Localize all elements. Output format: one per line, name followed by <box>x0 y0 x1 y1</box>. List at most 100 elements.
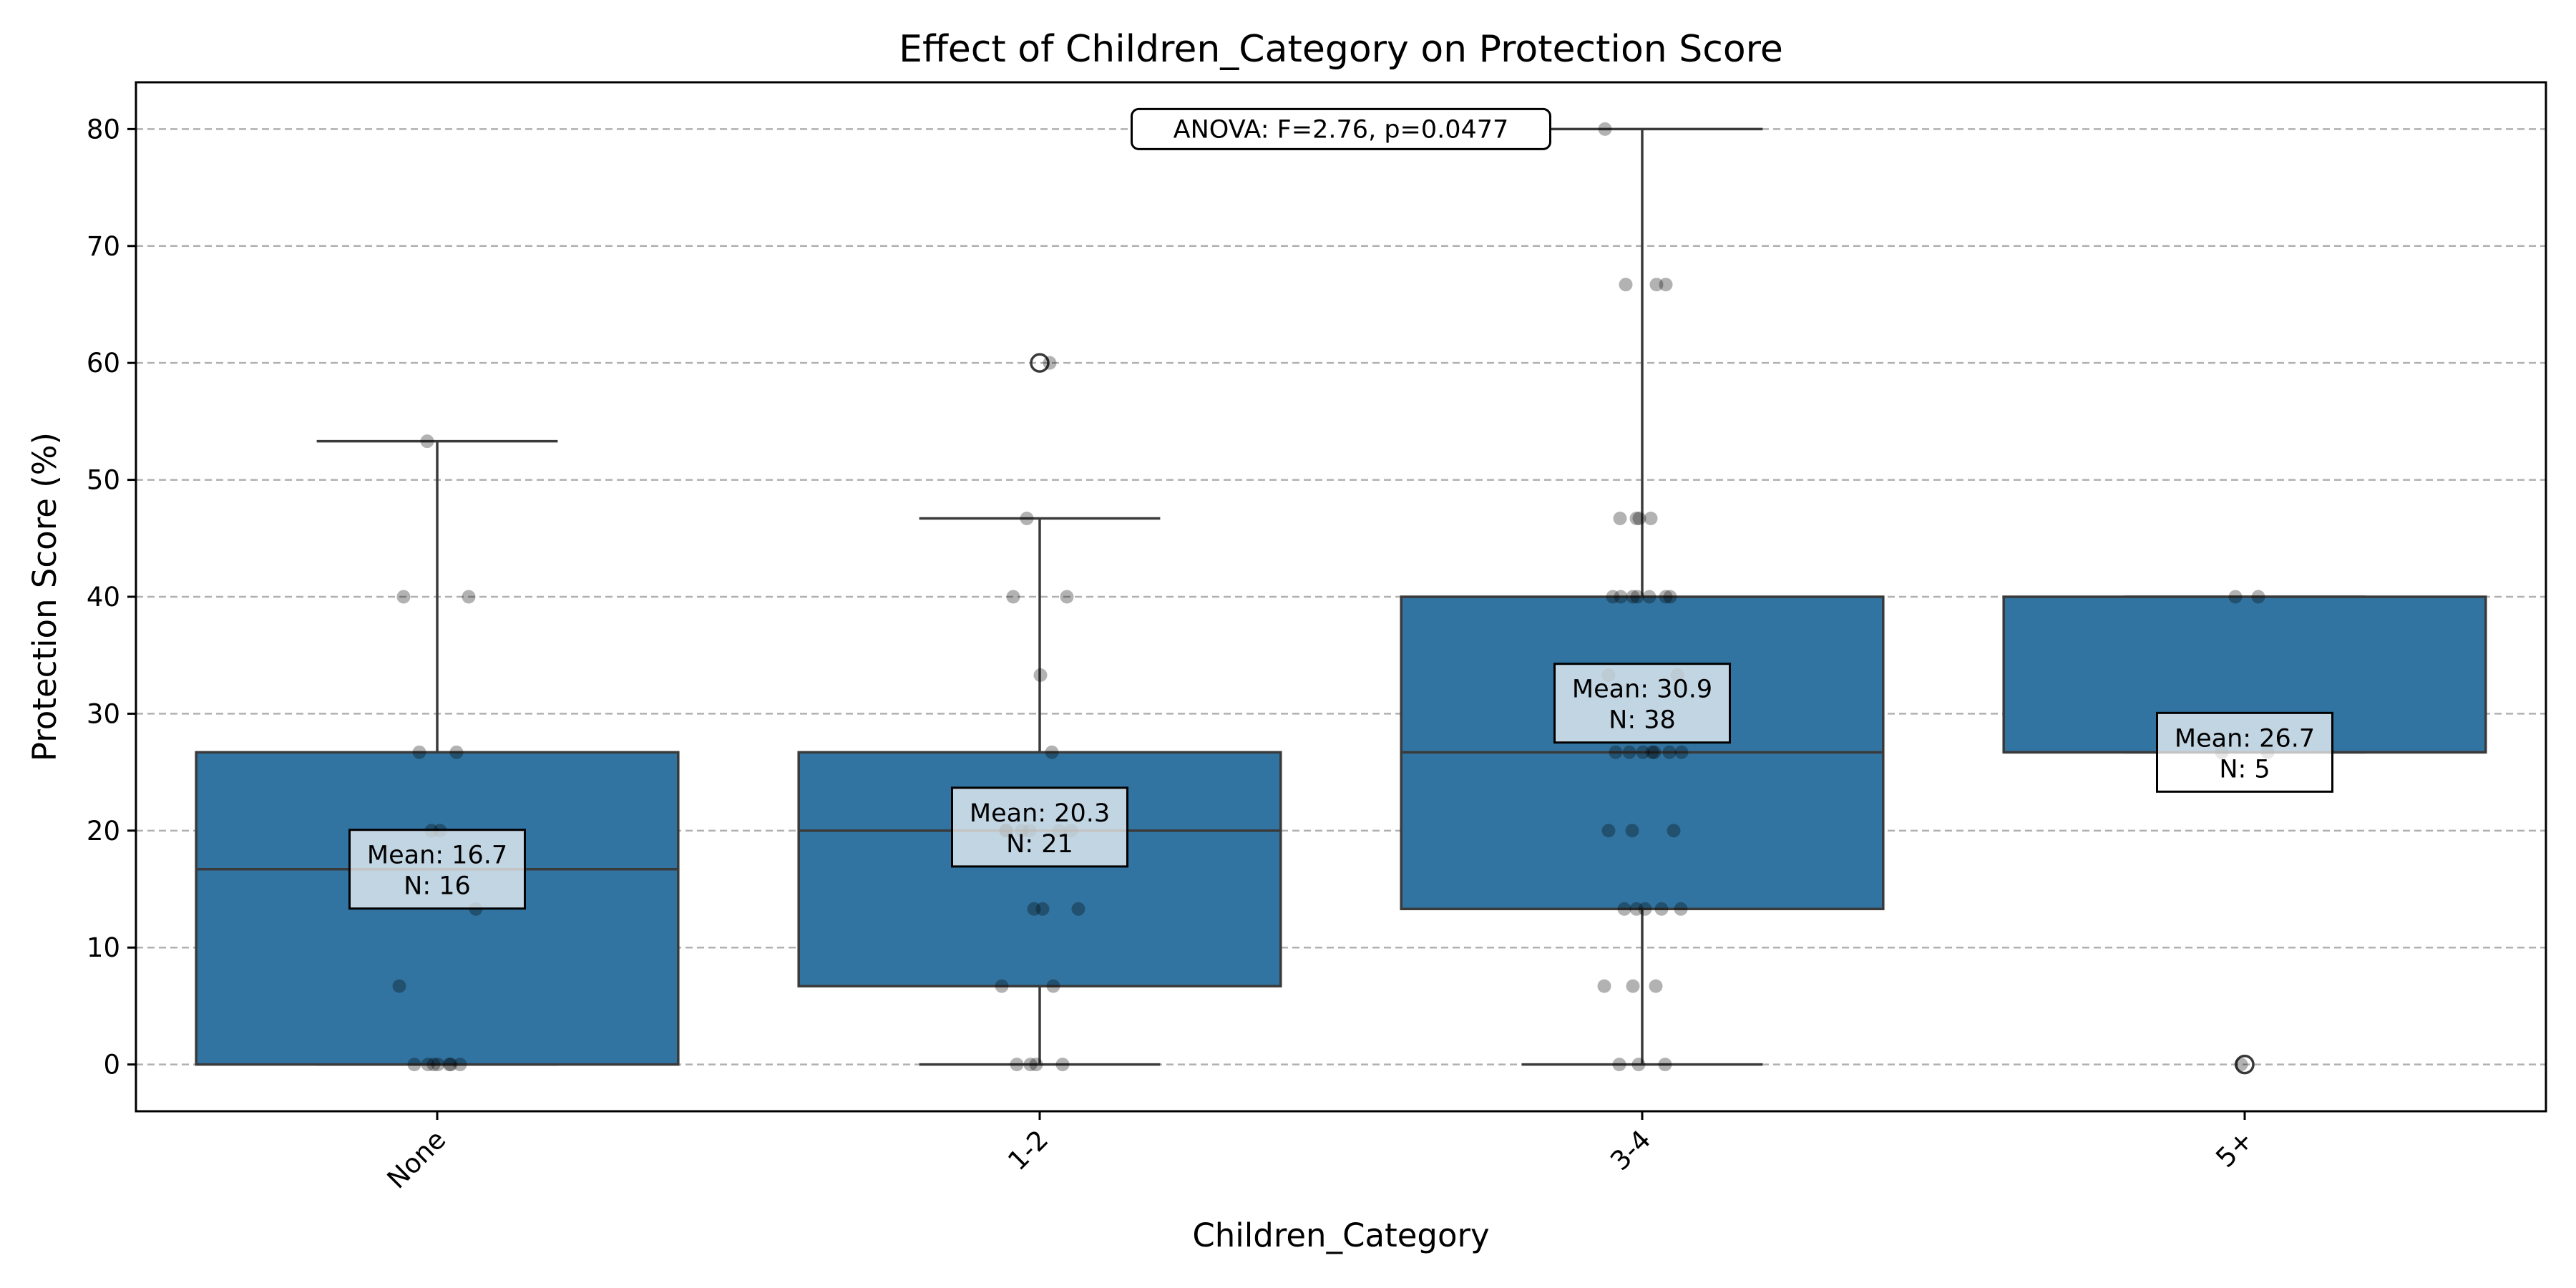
data-point <box>1674 902 1688 916</box>
data-point <box>1617 902 1631 916</box>
data-point <box>1601 824 1616 838</box>
data-point <box>1597 979 1611 993</box>
y-tick-label: 70 <box>87 231 120 262</box>
x-tick-label: 5+ <box>2210 1124 2259 1174</box>
y-axis-ticks: 0 10 20 30 40 50 60 70 80 <box>87 114 136 1080</box>
data-point <box>2251 590 2265 604</box>
data-point <box>421 1058 435 1072</box>
data-point <box>1029 1058 1043 1072</box>
n-label-text: N: 5 <box>2219 755 2270 784</box>
n-label-text: N: 38 <box>1609 706 1676 735</box>
mean-label-text: Mean: 16.7 <box>367 841 507 870</box>
mean-label-text: Mean: 20.3 <box>970 799 1110 828</box>
data-point <box>453 1058 467 1072</box>
data-point <box>1027 902 1041 916</box>
outlier-marker <box>2235 1054 2255 1075</box>
data-point <box>412 745 426 759</box>
data-point <box>1625 824 1639 838</box>
mean-label-box <box>2156 711 2333 793</box>
data-point <box>1033 668 1048 682</box>
data-point <box>462 590 476 604</box>
data-point <box>1045 745 1059 759</box>
data-point <box>1659 590 1673 604</box>
data-point <box>1654 902 1669 916</box>
y-tick-label: 60 <box>87 348 120 379</box>
x-tick-label: 1-2 <box>1002 1124 1054 1176</box>
data-point <box>1659 278 1673 292</box>
anova-annotation-box <box>1131 107 1551 150</box>
mean-label-box <box>1553 663 1731 744</box>
mean-label-box <box>951 786 1128 868</box>
data-point <box>1055 1058 1070 1072</box>
boxes <box>195 127 2487 1075</box>
data-point <box>1662 745 1677 759</box>
data-point <box>1626 979 1640 993</box>
mean-labels: Mean: 16.7N: 16 Mean: 20.3N: 21 Mean: 30.9… <box>348 663 2333 910</box>
n-label-text: N: 16 <box>404 872 471 901</box>
data-point <box>1020 512 1034 526</box>
chart-title: Effect of Children_Category on Protectio… <box>899 28 1783 71</box>
data-point <box>1614 590 1628 604</box>
data-point <box>1632 512 1646 526</box>
data-point <box>1613 512 1627 526</box>
data-point <box>1619 278 1633 292</box>
data-point <box>426 1058 441 1072</box>
data-point <box>1612 1058 1626 1072</box>
x-tick-label: None <box>381 1124 452 1195</box>
data-point <box>995 979 1009 993</box>
data-point <box>1663 590 1677 604</box>
outlier-marker <box>1030 353 1050 373</box>
data-point <box>1658 1058 1672 1072</box>
data-point <box>1649 278 1664 292</box>
data-point <box>1010 1058 1024 1072</box>
data-point <box>1609 745 1623 759</box>
data-point <box>1006 590 1020 604</box>
data-point <box>1629 902 1644 916</box>
data-point <box>2234 1058 2248 1072</box>
y-axis-label: Protection Score (%) <box>26 432 64 761</box>
y-tick-label: 40 <box>87 582 120 613</box>
x-axis-ticks: None 1-2 3-4 5+ <box>381 1111 2259 1195</box>
y-tick-label: 0 <box>103 1050 120 1080</box>
y-tick-label: 30 <box>87 698 120 729</box>
anova-annotation: ANOVA: F=2.76, p=0.0477 <box>1131 107 1551 150</box>
data-point <box>1636 745 1650 759</box>
data-point <box>1622 745 1636 759</box>
data-point <box>1035 902 1050 916</box>
anova-annotation-text: ANOVA: F=2.76, p=0.0477 <box>1174 115 1509 144</box>
data-point <box>1674 745 1689 759</box>
data-point <box>1626 590 1640 604</box>
data-point <box>1023 1058 1038 1072</box>
data-point <box>1644 512 1658 526</box>
mean-label-text: Mean: 30.9 <box>1572 675 1712 704</box>
data-point <box>396 590 411 604</box>
data-point <box>1649 979 1663 993</box>
x-tick-label: 3-4 <box>1604 1124 1657 1176</box>
data-point <box>442 1058 457 1072</box>
data-point <box>1606 590 1620 604</box>
data-point <box>1642 590 1657 604</box>
data-point <box>449 745 464 759</box>
y-tick-label: 20 <box>87 816 120 847</box>
data-point <box>407 1058 421 1072</box>
y-tick-label: 50 <box>87 465 120 496</box>
mean-label-box <box>348 829 526 910</box>
data-point <box>392 979 406 993</box>
data-point <box>1647 745 1662 759</box>
data-point <box>420 434 434 449</box>
data-point <box>431 1058 445 1072</box>
data-point <box>1629 512 1644 526</box>
data-point <box>1638 902 1652 916</box>
data-point <box>1630 590 1644 604</box>
data-point <box>1598 122 1612 136</box>
data-point <box>1071 902 1085 916</box>
data-point <box>1060 590 1074 604</box>
data-point <box>2228 590 2243 604</box>
data-point <box>444 1058 458 1072</box>
x-axis-label: Children_Category <box>1192 1216 1489 1254</box>
data-point <box>1046 979 1060 993</box>
data-point <box>1631 1058 1646 1072</box>
data-point <box>1645 745 1659 759</box>
mean-label-text: Mean: 26.7 <box>2175 724 2315 753</box>
